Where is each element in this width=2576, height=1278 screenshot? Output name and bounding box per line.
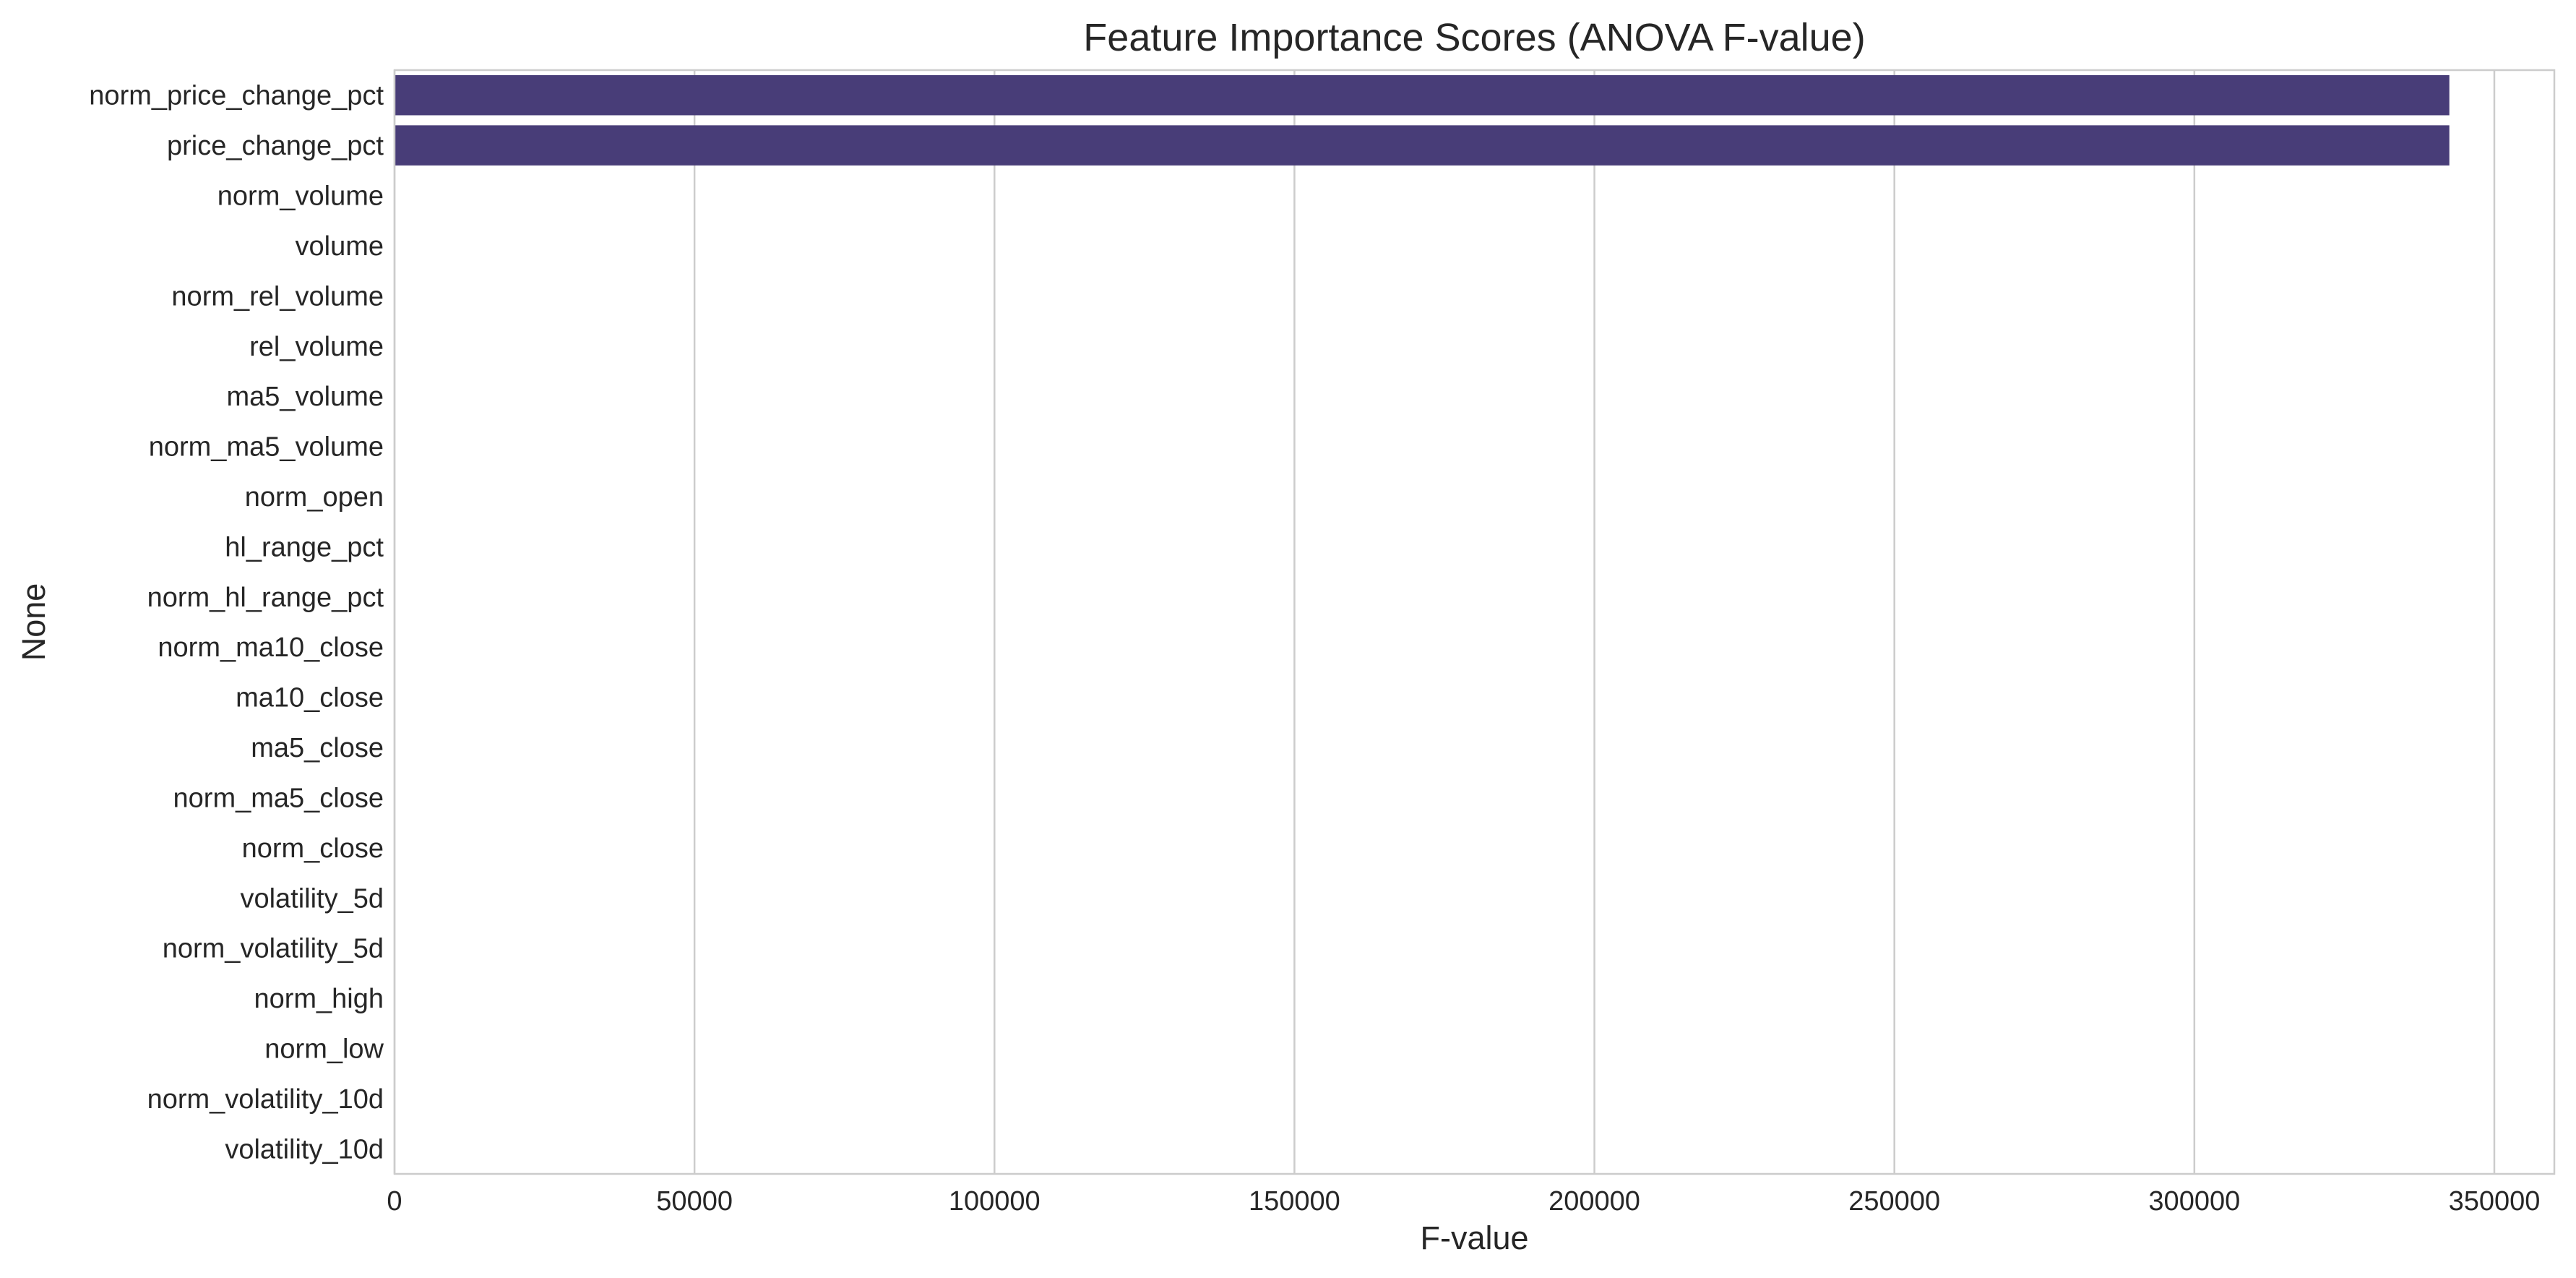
x-tick-label: 300000 — [2148, 1186, 2240, 1217]
y-tick-labels: norm_price_change_pct price_change_pctnor… — [89, 81, 384, 1165]
plot-frame — [393, 69, 2556, 1175]
x-tick-label: 0 — [387, 1186, 402, 1217]
y-tick-label: price_change_pct — [167, 131, 384, 161]
x-tick-label: 50000 — [656, 1186, 733, 1217]
y-tick-label: norm_hl_range_pct — [147, 583, 384, 613]
bars — [395, 74, 2450, 1170]
x-axis-label: F-value — [1420, 1219, 1528, 1256]
y-axis-label: None — [15, 583, 52, 661]
y-tick-label: norm_price_change_pct — [89, 81, 384, 111]
chart-title: Feature Importance Scores (ANOVA F-value… — [1083, 16, 1865, 59]
y-tick-label: hl_range_pct — [225, 532, 384, 562]
y-tick-label: norm_low — [264, 1034, 384, 1064]
y-tick-label: volume — [296, 231, 384, 262]
y-tick-label: volatility_5d — [240, 883, 384, 914]
y-tick-label: volatility_10d — [225, 1134, 384, 1165]
y-tick-label: norm_volume — [217, 181, 384, 212]
y-tick-label: norm_ma5_volume — [149, 432, 384, 463]
x-tick-label: 150000 — [1249, 1186, 1340, 1217]
x-tick-label: 250000 — [1848, 1186, 1940, 1217]
y-tick-label: ma10_close — [236, 683, 384, 713]
y-tick-label: norm_close — [242, 833, 384, 864]
bar-price-change-pct — [395, 125, 2450, 166]
x-tick-label: 350000 — [2449, 1186, 2541, 1217]
y-tick-label: norm_open — [245, 482, 384, 513]
y-tick-label: norm_volatility_10d — [147, 1084, 384, 1115]
x-tick-label: 100000 — [949, 1186, 1041, 1217]
y-tick-label: norm_high — [254, 984, 384, 1014]
y-tick-label: norm_ma10_close — [158, 632, 384, 663]
bar-norm-price-change-pct — [395, 74, 2450, 116]
x-tick-label: 200000 — [1548, 1186, 1640, 1217]
y-tick-label: rel_volume — [249, 332, 384, 362]
y-tick-label: ma5_close — [251, 733, 384, 763]
grid-lines — [393, 70, 2496, 1174]
y-tick-label: norm_ma5_close — [173, 783, 384, 813]
x-tick-labels: 0 50000 100000 150000 200000 250000 300000 3500… — [387, 1186, 2540, 1217]
y-tick-label: norm_rel_volume — [171, 281, 384, 312]
y-tick-label: norm_volatility_5d — [163, 934, 384, 964]
y-tick-label: ma5_volume — [226, 382, 384, 412]
